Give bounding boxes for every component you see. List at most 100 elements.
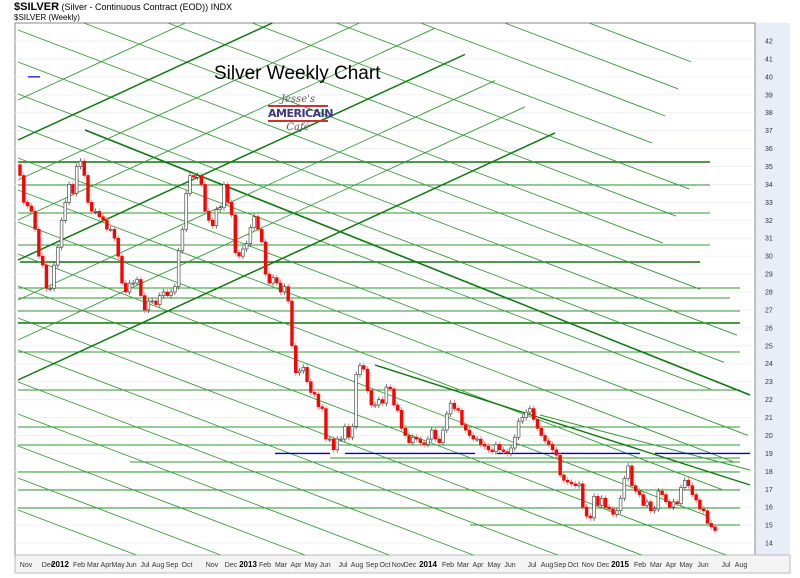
x-tick-label: Nov	[582, 562, 595, 569]
y-tick-label: 38	[765, 110, 773, 117]
candle	[188, 175, 192, 194]
descending-trendline	[588, 22, 692, 63]
chart-header: $SILVER (Silver - Continuous Contract (E…	[14, 2, 232, 23]
candle	[490, 449, 494, 452]
candle	[554, 449, 559, 456]
candle	[528, 408, 532, 413]
y-tick-label: 22	[765, 397, 773, 404]
candle	[48, 288, 52, 290]
ascending-trendline	[17, 22, 186, 101]
y-tick-label: 26	[765, 325, 773, 332]
x-tick-label: Dec	[225, 562, 238, 569]
candle	[479, 438, 483, 445]
x-tick-label: Apr	[473, 562, 485, 569]
candle	[558, 454, 562, 476]
candle	[207, 211, 211, 221]
candle	[169, 291, 173, 296]
descending-trendline	[17, 413, 390, 556]
candle	[679, 487, 683, 504]
candle	[358, 365, 362, 375]
x-tick-label: Mar	[87, 562, 100, 569]
ascending-trendline	[17, 132, 556, 381]
candle	[158, 295, 162, 305]
x-tick-label: Feb	[73, 562, 85, 569]
trendlines	[17, 22, 751, 556]
candle	[248, 227, 253, 244]
candle	[203, 184, 207, 212]
descending-trendline	[84, 129, 751, 396]
candle	[649, 501, 653, 512]
y-tick-label: 32	[765, 218, 773, 225]
x-tick-label: Jun	[319, 562, 330, 569]
candle	[513, 436, 517, 449]
descending-trendline	[504, 22, 679, 90]
candle	[112, 228, 117, 239]
candle	[135, 279, 139, 284]
x-tick-label: Dec	[42, 562, 55, 569]
candle	[93, 211, 98, 213]
candle	[494, 444, 498, 452]
y-tick-label: 31	[765, 236, 773, 243]
candle	[482, 444, 487, 447]
candle	[550, 444, 555, 451]
candle	[603, 497, 608, 508]
x-tick-label: Sep	[554, 562, 567, 569]
symbol-description: (Silver - Continuous Contract (EOD)) IND…	[61, 2, 233, 12]
x-tick-label: Aug	[541, 562, 554, 569]
candle	[184, 193, 188, 230]
candles	[18, 158, 717, 534]
candle	[335, 438, 339, 451]
candle	[354, 374, 358, 427]
candle	[407, 435, 411, 443]
candle	[520, 417, 525, 422]
candle	[698, 499, 702, 510]
candle	[146, 300, 151, 311]
candle	[82, 160, 86, 176]
x-tick-label: Oct	[182, 562, 193, 569]
ascending-trendline	[17, 80, 496, 301]
candle	[127, 282, 132, 293]
candle	[286, 286, 290, 302]
descending-trendline	[17, 61, 738, 336]
descending-trendline	[17, 253, 710, 518]
candle	[139, 279, 143, 296]
candle	[214, 209, 219, 226]
candle	[456, 408, 460, 411]
candle	[637, 490, 642, 495]
candle	[475, 438, 479, 441]
candle	[573, 483, 577, 486]
x-tick-label: Nov	[20, 562, 33, 569]
candle	[192, 175, 196, 178]
descending-trendline	[167, 22, 677, 217]
y-tick-label: 24	[765, 361, 773, 368]
candle	[509, 447, 513, 454]
x-tick-label: Aug	[735, 562, 748, 569]
candle	[40, 255, 45, 266]
x-tick-label: Dec	[597, 562, 610, 569]
candle	[464, 424, 468, 431]
candle	[67, 184, 71, 203]
y-tick-label: 35	[765, 164, 773, 171]
candle	[59, 220, 64, 248]
candle	[120, 255, 124, 284]
series-label: $SILVER (Weekly)	[14, 13, 80, 22]
candle	[44, 264, 49, 289]
descending-trendline	[83, 22, 664, 244]
candle	[18, 164, 22, 176]
candle	[309, 381, 313, 393]
candle	[645, 501, 649, 506]
candle	[233, 214, 237, 253]
candle	[324, 408, 328, 440]
y-tick-label: 28	[765, 290, 773, 297]
candle	[346, 426, 351, 438]
symbol: $SILVER	[14, 1, 60, 13]
candle	[373, 404, 377, 407]
y-tick-label: 34	[765, 182, 773, 189]
candle	[630, 465, 634, 486]
candle	[467, 429, 472, 436]
candle	[331, 438, 336, 451]
y-tick-label: 27	[765, 307, 773, 314]
candle	[52, 264, 56, 289]
candle	[108, 228, 113, 231]
